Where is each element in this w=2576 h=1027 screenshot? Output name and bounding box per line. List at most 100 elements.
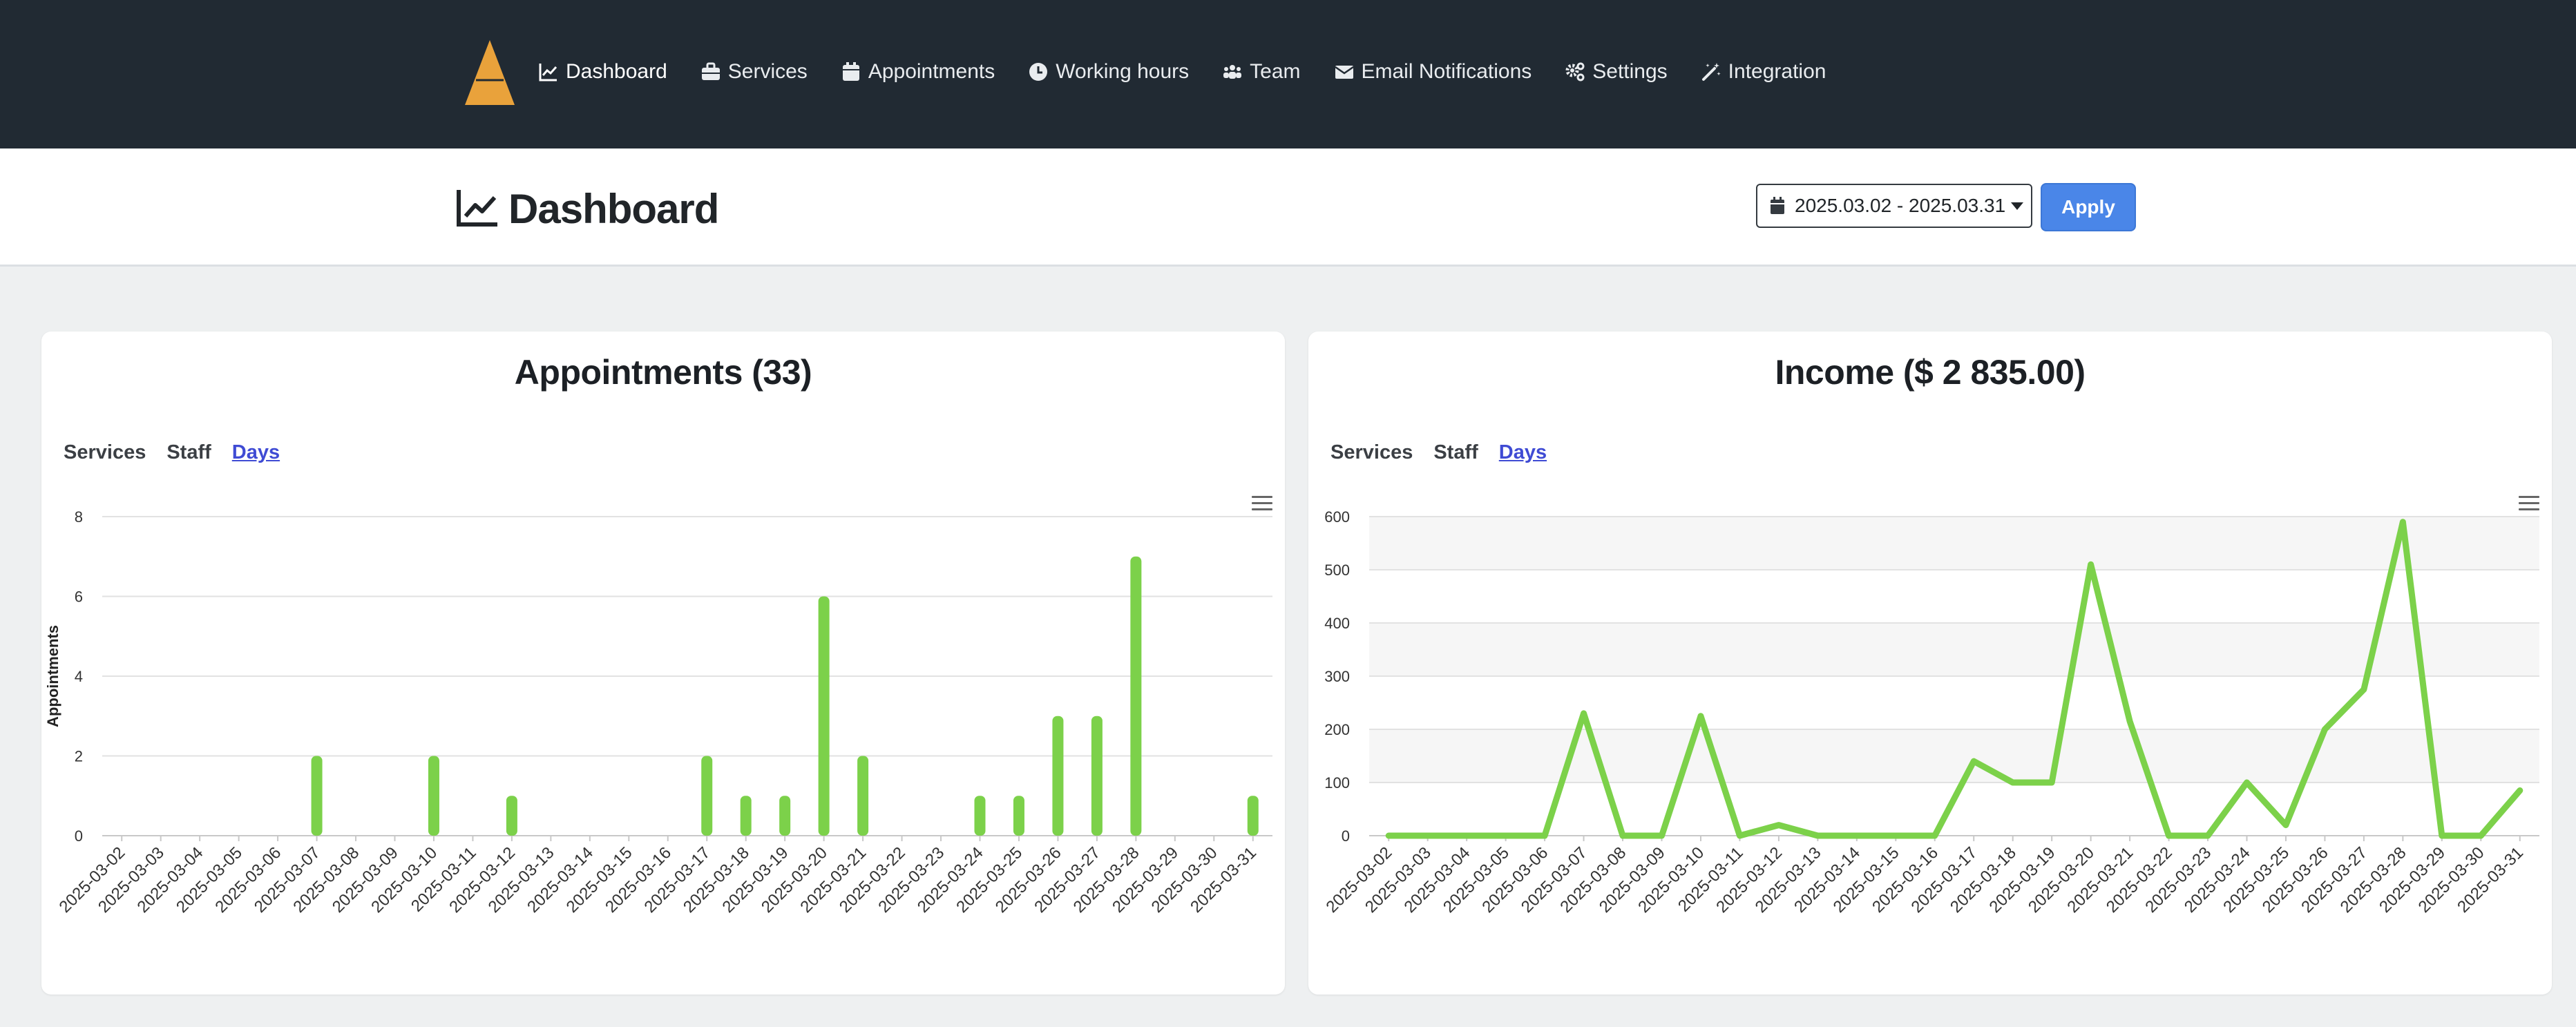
y-tick-label: 0 <box>1342 827 1350 845</box>
data-point <box>2478 833 2484 838</box>
bar <box>974 796 986 836</box>
nav-item-working-hours[interactable]: Working hours <box>1028 60 1189 84</box>
tab-days[interactable]: Days <box>1498 441 1547 463</box>
data-point <box>2244 780 2250 785</box>
data-point <box>2322 727 2328 732</box>
nav-item-integration[interactable]: Integration <box>1701 60 1826 84</box>
data-point <box>1853 833 1860 838</box>
chart-line-icon <box>539 64 557 81</box>
nav-item-label: Services <box>727 60 808 83</box>
calendar-icon <box>842 62 859 81</box>
bar <box>311 756 323 836</box>
card-title: Income ($ 2 835.00) <box>1775 353 2086 392</box>
page-title-text: Dashboard <box>508 185 719 232</box>
gears-icon <box>1565 62 1585 81</box>
y-tick-label: 500 <box>1324 562 1350 579</box>
data-point <box>1931 833 1938 838</box>
y-tick-label: 100 <box>1324 774 1350 791</box>
data-point <box>2010 780 2016 785</box>
app-logo[interactable] <box>465 40 515 105</box>
nav-item-email-notifications[interactable]: Email Notifications <box>1334 60 1532 84</box>
chart-tabs: Services Staff Days <box>64 441 300 464</box>
bar <box>1091 716 1103 836</box>
chart-menu-icon[interactable] <box>2519 496 2539 511</box>
chart-menu-icon[interactable] <box>1252 496 1272 511</box>
y-tick-label: 400 <box>1324 615 1350 632</box>
tab-services[interactable]: Services <box>1330 441 1413 463</box>
series-line <box>1385 519 2523 839</box>
data-point <box>2517 787 2523 794</box>
bar <box>1247 796 1259 836</box>
bar <box>1013 796 1024 836</box>
nav-item-team[interactable]: Team <box>1222 60 1301 84</box>
data-point <box>1620 833 1626 838</box>
top-navbar: Dashboard Services Appointments Working … <box>0 0 2576 148</box>
data-point <box>1971 758 1977 765</box>
y-tick-label: 0 <box>75 827 83 845</box>
page-title: Dashboard <box>456 181 719 236</box>
y-tick-label: 200 <box>1324 721 1350 738</box>
envelope-icon <box>1334 66 1354 79</box>
data-point <box>1424 833 1431 838</box>
nav-item-label: Dashboard <box>566 60 667 83</box>
data-point <box>1737 833 1743 838</box>
data-point <box>2127 718 2133 724</box>
data-point <box>1893 833 1899 838</box>
bar <box>740 796 752 836</box>
apply-button[interactable]: Apply <box>2041 183 2136 231</box>
tab-staff[interactable]: Staff <box>1433 441 1478 463</box>
caret-down-icon <box>2011 202 2024 210</box>
y-tick-label: 2 <box>75 748 83 765</box>
bar <box>857 756 869 836</box>
nav-item-appointments[interactable]: Appointments <box>841 60 995 84</box>
bar <box>428 756 439 836</box>
data-point <box>2360 687 2367 693</box>
nav-item-settings[interactable]: Settings <box>1565 60 1668 84</box>
date-range-picker[interactable]: 2025.03.02 - 2025.03.31 <box>1756 184 2032 228</box>
bar <box>1052 716 1064 836</box>
income-line-chart: 01002003004005006002025-03-022025-03-032… <box>1323 508 2539 916</box>
nav-item-dashboard[interactable]: Dashboard <box>538 60 667 84</box>
data-point <box>2049 780 2055 785</box>
magic-wand-icon <box>1701 63 1721 81</box>
tab-staff[interactable]: Staff <box>166 441 211 463</box>
bar <box>506 796 517 836</box>
bar <box>779 796 791 836</box>
data-point <box>2088 562 2094 568</box>
data-point <box>1581 710 1587 716</box>
data-point <box>1386 833 1392 838</box>
data-point <box>2439 833 2445 838</box>
bar <box>818 596 830 836</box>
y-axis-label: Appointments <box>44 625 61 727</box>
y-tick-label: 8 <box>75 508 83 526</box>
users-icon <box>1223 65 1242 79</box>
nav-item-label: Email Notifications <box>1361 60 1532 83</box>
chart-tabs: Services Staff Days <box>1330 441 1567 464</box>
data-point <box>1659 833 1665 838</box>
grid-band <box>1369 729 2539 783</box>
data-point <box>1815 833 1821 838</box>
grid-band <box>1369 517 2539 570</box>
nav-item-services[interactable]: Services <box>700 60 808 84</box>
nav-item-label: Team <box>1250 60 1301 83</box>
nav-item-label: Working hours <box>1056 60 1190 83</box>
data-point <box>2205 833 2211 838</box>
data-point <box>2400 519 2406 525</box>
main-nav: Dashboard Services Appointments Working … <box>538 57 1859 87</box>
data-point <box>1697 713 1704 719</box>
briefcase-icon <box>701 62 720 80</box>
tab-services[interactable]: Services <box>64 441 146 463</box>
tab-days[interactable]: Days <box>231 441 280 463</box>
nav-item-label: Appointments <box>868 60 995 83</box>
nav-item-label: Integration <box>1728 60 1826 83</box>
y-tick-label: 6 <box>75 588 83 606</box>
bar <box>701 756 713 836</box>
calendar-icon <box>1771 197 1784 214</box>
nav-item-label: Settings <box>1592 60 1668 83</box>
data-point <box>2166 833 2172 838</box>
data-point <box>1464 833 1470 838</box>
y-tick-label: 300 <box>1324 668 1350 685</box>
appointments-card: Appointments (33) Services Staff Days 0 2… <box>41 332 1285 995</box>
date-range-value: 2025.03.02 - 2025.03.31 <box>1795 195 2006 216</box>
income-card: Income ($ 2 835.00) Services Staff Days … <box>1308 332 2552 995</box>
